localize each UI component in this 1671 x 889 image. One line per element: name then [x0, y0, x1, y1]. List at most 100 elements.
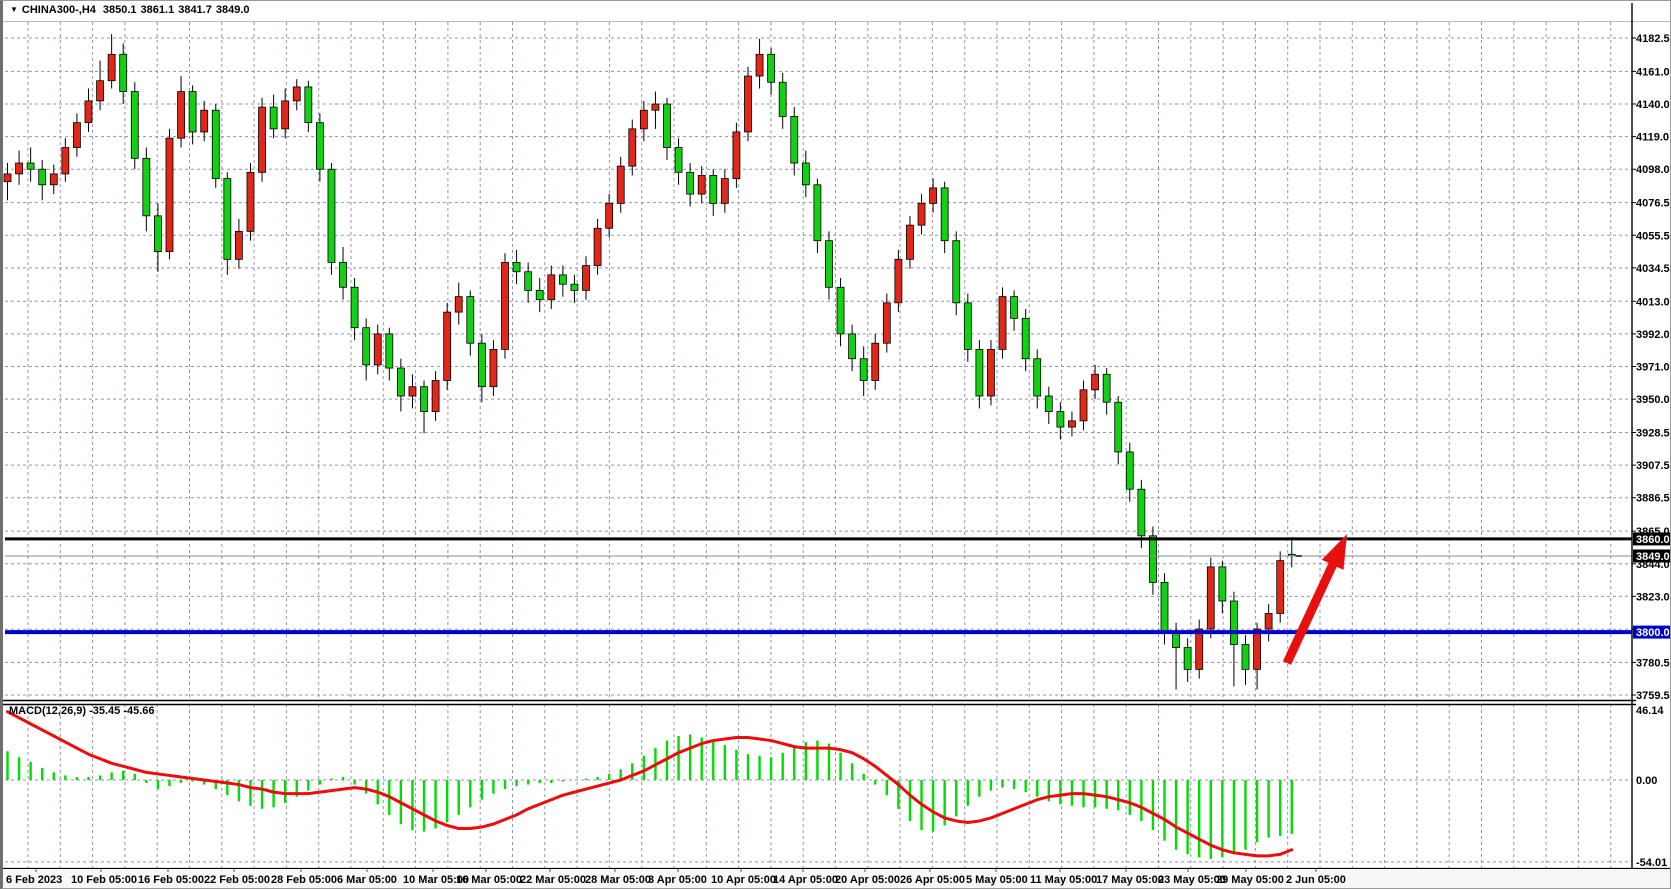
candle-bullish — [1079, 389, 1088, 422]
time-axis-label: 22 Feb 05:00 — [204, 874, 270, 886]
candle-bearish — [154, 215, 162, 252]
price-axis-label: 4076.5 — [1636, 198, 1670, 210]
candle-bearish — [813, 184, 822, 242]
candle-bullish — [720, 178, 729, 204]
candle-bearish — [558, 274, 567, 285]
price-tag-label: 3849.0 — [1636, 551, 1670, 563]
time-axis-label: 28 Mar 05:00 — [585, 874, 651, 886]
bullish-arrow-annotation[interactable] — [1282, 534, 1347, 665]
candle-bearish — [1056, 411, 1065, 428]
candle-bullish — [651, 103, 660, 111]
candle-bearish — [327, 168, 336, 263]
price-axis-label: 3950.0 — [1636, 394, 1670, 406]
candle-bullish — [3, 173, 12, 183]
price-axis-label: 4034.5 — [1636, 263, 1670, 275]
candle-bearish — [1137, 488, 1146, 537]
price-tag[interactable] — [1633, 549, 1671, 563]
candle-bearish — [1230, 600, 1238, 645]
time-axis-label: 20 Apr 05:00 — [835, 874, 900, 886]
candle-bearish — [1172, 631, 1180, 649]
candle-bearish — [663, 103, 671, 148]
time-axis-label: 22 Mar 05:00 — [520, 874, 586, 886]
candle-bearish — [524, 271, 533, 291]
candle-bearish — [188, 91, 197, 133]
candle-bearish — [674, 147, 683, 173]
candle-bullish — [616, 165, 625, 204]
candle-bearish — [686, 171, 695, 195]
candle-bullish — [454, 296, 463, 313]
candle-bearish — [1021, 317, 1030, 360]
candle-bullish — [234, 230, 243, 260]
time-axis-strip[interactable] — [3, 869, 1671, 889]
candle-bearish — [1114, 401, 1123, 453]
time-axis-label: 23 May 05:00 — [1158, 874, 1226, 886]
candle-bearish — [1010, 296, 1018, 319]
candle-bullish — [987, 349, 995, 397]
candle-bullish — [258, 106, 266, 173]
price-tag[interactable] — [1633, 532, 1671, 546]
candle-bullish — [593, 227, 602, 266]
price-tag-label: 3800.0 — [1636, 627, 1670, 639]
candle-bullish — [906, 224, 914, 260]
time-axis-label: 26 Apr 05:00 — [900, 874, 965, 886]
price-axis-label: 3823.0 — [1636, 591, 1670, 603]
candle-bearish — [396, 367, 405, 397]
time-axis-label: 11 May 05:00 — [1030, 874, 1097, 886]
candle-bullish — [177, 91, 185, 139]
macd-signal-line — [6, 710, 1294, 858]
candle-bearish — [535, 289, 544, 301]
time-axis-label: 2 Jun 05:00 — [1286, 874, 1346, 886]
candle-bullish — [882, 302, 891, 344]
candle-bearish — [778, 81, 787, 117]
candle-bullish — [894, 258, 903, 304]
symbol-dropdown-icon[interactable]: ▼ — [10, 4, 18, 14]
candle-bearish — [1102, 373, 1111, 403]
time-axis-label: 17 May 05:00 — [1096, 874, 1164, 886]
ohlc-low: 3841.7 — [178, 4, 212, 16]
candle-bullish — [732, 131, 741, 179]
candle-bearish — [767, 53, 776, 83]
candle-bearish — [848, 333, 857, 360]
candle-bullish — [84, 100, 93, 124]
candle-bearish — [1183, 647, 1192, 670]
candle-bearish — [836, 286, 845, 335]
macd-indicator-label: MACD(12,26,9) -35.45 -45.66 — [9, 705, 155, 717]
ohlc-high: 3861.1 — [140, 4, 175, 16]
price-tag[interactable] — [1633, 625, 1671, 639]
candle-bullish — [1276, 560, 1285, 614]
time-axis-label: 28 Feb 05:00 — [271, 874, 337, 886]
candle-bearish — [940, 187, 949, 242]
candle-bullish — [628, 128, 637, 167]
candle-bullish — [582, 265, 590, 291]
candle-bullish — [1264, 613, 1273, 630]
candle-bullish — [292, 86, 301, 102]
candle-bearish — [859, 358, 868, 381]
price-axis-label: 4119.0 — [1636, 132, 1669, 144]
candle-bearish — [362, 327, 371, 366]
price-axis-label: 3780.5 — [1636, 657, 1670, 669]
time-axis-label: 16 Mar 05:00 — [456, 874, 522, 886]
candle-bearish — [350, 286, 359, 329]
chart-canvas[interactable]: 4182.5 4161.0 4140.0 4119.0 4098.0 4076.5 4055… — [3, 1, 1671, 889]
price-axis-label: 4140.0 — [1636, 99, 1670, 111]
candle-bearish — [420, 386, 428, 412]
candle-bearish — [26, 162, 35, 170]
candle-bearish — [38, 168, 47, 186]
candle-bullish — [165, 137, 174, 252]
candle-bearish — [1044, 395, 1053, 412]
candle-bullish — [1206, 566, 1215, 630]
candle-bearish — [315, 122, 324, 170]
symbol-timeframe-label: CHINA300-,H4 — [21, 4, 96, 16]
candle-bullish — [246, 171, 255, 232]
candle-bearish — [975, 349, 984, 397]
candle-bearish — [1033, 358, 1042, 397]
time-axis-label: 29 May 05:00 — [1216, 874, 1284, 886]
candle-bullish — [200, 109, 209, 133]
candle-bearish — [1241, 644, 1250, 670]
ohlc-open: 3850.1 — [102, 4, 137, 16]
candle-bearish — [304, 86, 313, 124]
candle-bullish — [697, 175, 706, 195]
candle-bearish — [119, 53, 128, 92]
price-tag-label: 3860.0 — [1636, 534, 1670, 546]
